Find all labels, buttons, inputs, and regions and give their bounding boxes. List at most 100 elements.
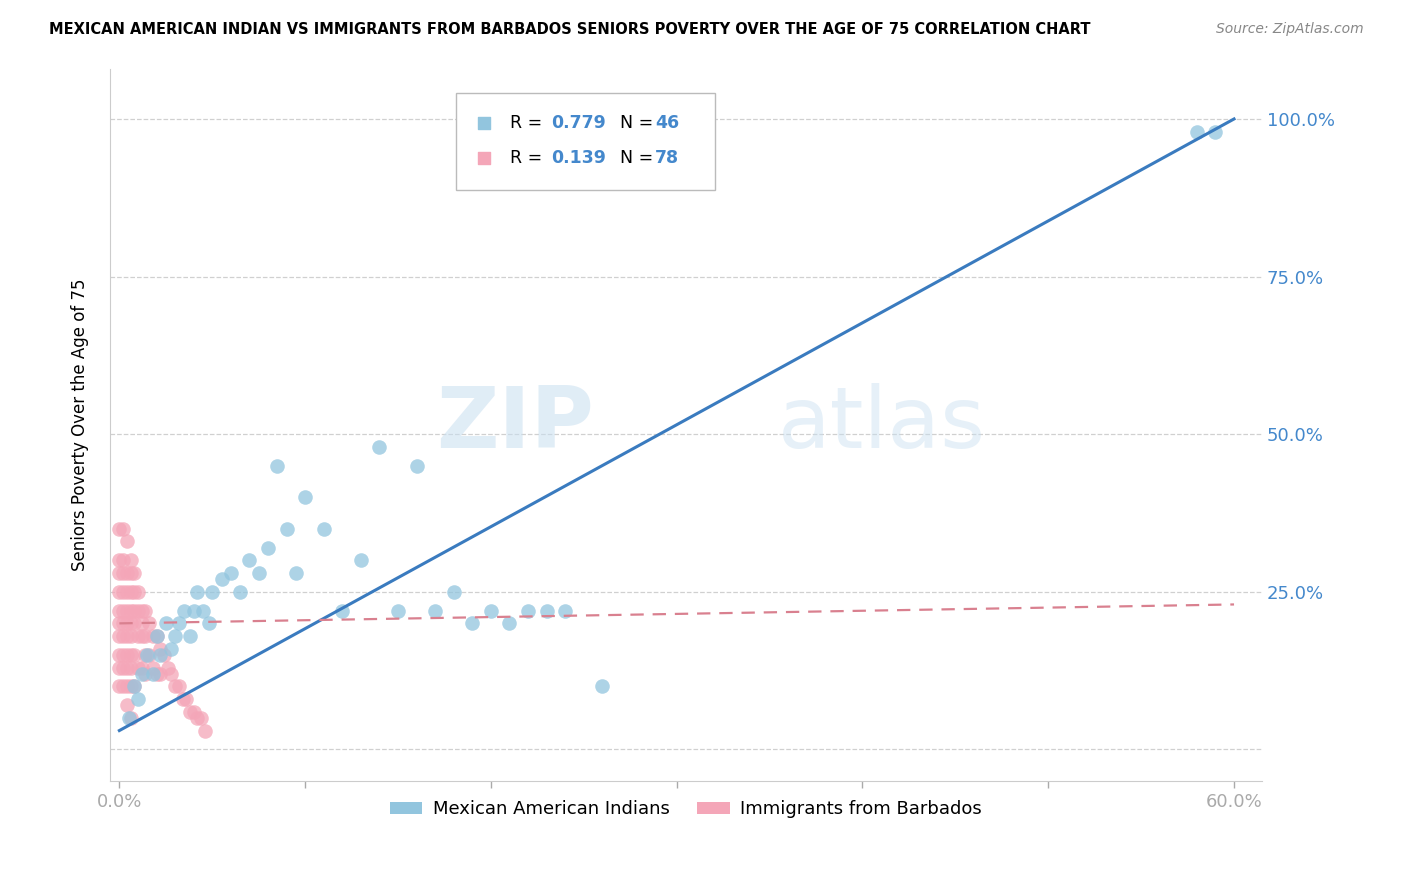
Point [122,616,145,631]
Point [142,660,165,674]
Point [118,711,141,725]
Point [153,648,176,662]
Point [257,541,280,555]
Point [711,191,734,205]
Point [174,692,197,706]
Point [108,616,131,631]
Point [108,522,131,536]
Point [120,660,142,674]
Point [211,572,233,586]
Point [156,660,179,674]
Point [115,629,138,643]
Point [142,666,165,681]
Point [115,616,138,631]
Point [183,604,205,618]
Point [167,680,190,694]
Point [312,522,335,536]
Point [122,566,145,580]
Text: 78: 78 [655,149,679,167]
Text: Source: ZipAtlas.com: Source: ZipAtlas.com [1216,22,1364,37]
Point [350,553,373,567]
Point [112,629,135,643]
Point [145,666,167,681]
Point [368,440,391,454]
Point [330,604,353,618]
Point [284,566,307,580]
Point [173,604,195,618]
Point [122,648,145,662]
Point [122,680,145,694]
Point [112,680,135,694]
Point [108,566,131,580]
Point [115,585,138,599]
Point [127,629,149,643]
Point [115,648,138,662]
Point [127,660,149,674]
Point [120,629,142,643]
Point [112,522,135,536]
Point [120,711,142,725]
Point [160,641,183,656]
Text: 46: 46 [655,114,679,132]
Point [498,616,520,631]
Point [155,616,177,631]
Point [120,648,142,662]
Point [134,629,156,643]
Point [194,723,217,738]
Point [229,585,252,599]
Point [131,666,153,681]
Point [138,648,160,662]
Point [112,553,135,567]
Point [122,585,145,599]
Y-axis label: Seniors Poverty Over the Age of 75: Seniors Poverty Over the Age of 75 [72,278,89,571]
Point [186,711,208,725]
Point [127,604,149,618]
Point [108,553,131,567]
Point [179,629,201,643]
Point [247,566,270,580]
Point [108,629,131,643]
Point [131,660,153,674]
Point [115,534,138,549]
Point [131,604,153,618]
Point [405,458,427,473]
Point [201,585,224,599]
Point [294,490,316,504]
Point [127,692,149,706]
Text: MEXICAN AMERICAN INDIAN VS IMMIGRANTS FROM BARBADOS SENIORS POVERTY OVER THE AGE: MEXICAN AMERICAN INDIAN VS IMMIGRANTS FR… [49,22,1091,37]
Point [120,553,142,567]
Point [108,604,131,618]
Point [191,604,214,618]
Point [443,585,465,599]
Point [134,604,156,618]
Text: ZIP: ZIP [436,384,593,467]
Point [149,641,172,656]
Point [479,604,502,618]
Point [1204,125,1226,139]
Point [145,629,167,643]
Point [138,616,160,631]
Point [108,585,131,599]
Point [115,698,138,713]
Point [134,648,156,662]
Point [276,522,298,536]
Point [387,604,409,618]
Point [131,629,153,643]
Point [131,616,153,631]
Point [165,629,187,643]
Point [122,680,145,694]
FancyBboxPatch shape [456,94,714,190]
Point [108,660,131,674]
Point [238,553,260,567]
Text: 0.779: 0.779 [551,114,606,132]
Point [183,705,205,719]
Point [165,680,187,694]
Point [1185,125,1208,139]
Point [108,680,131,694]
Text: R =: R = [510,114,547,132]
Text: N =: N = [609,149,658,167]
Text: 0.139: 0.139 [551,149,606,167]
Point [120,604,142,618]
Point [219,566,242,580]
Point [136,648,159,662]
